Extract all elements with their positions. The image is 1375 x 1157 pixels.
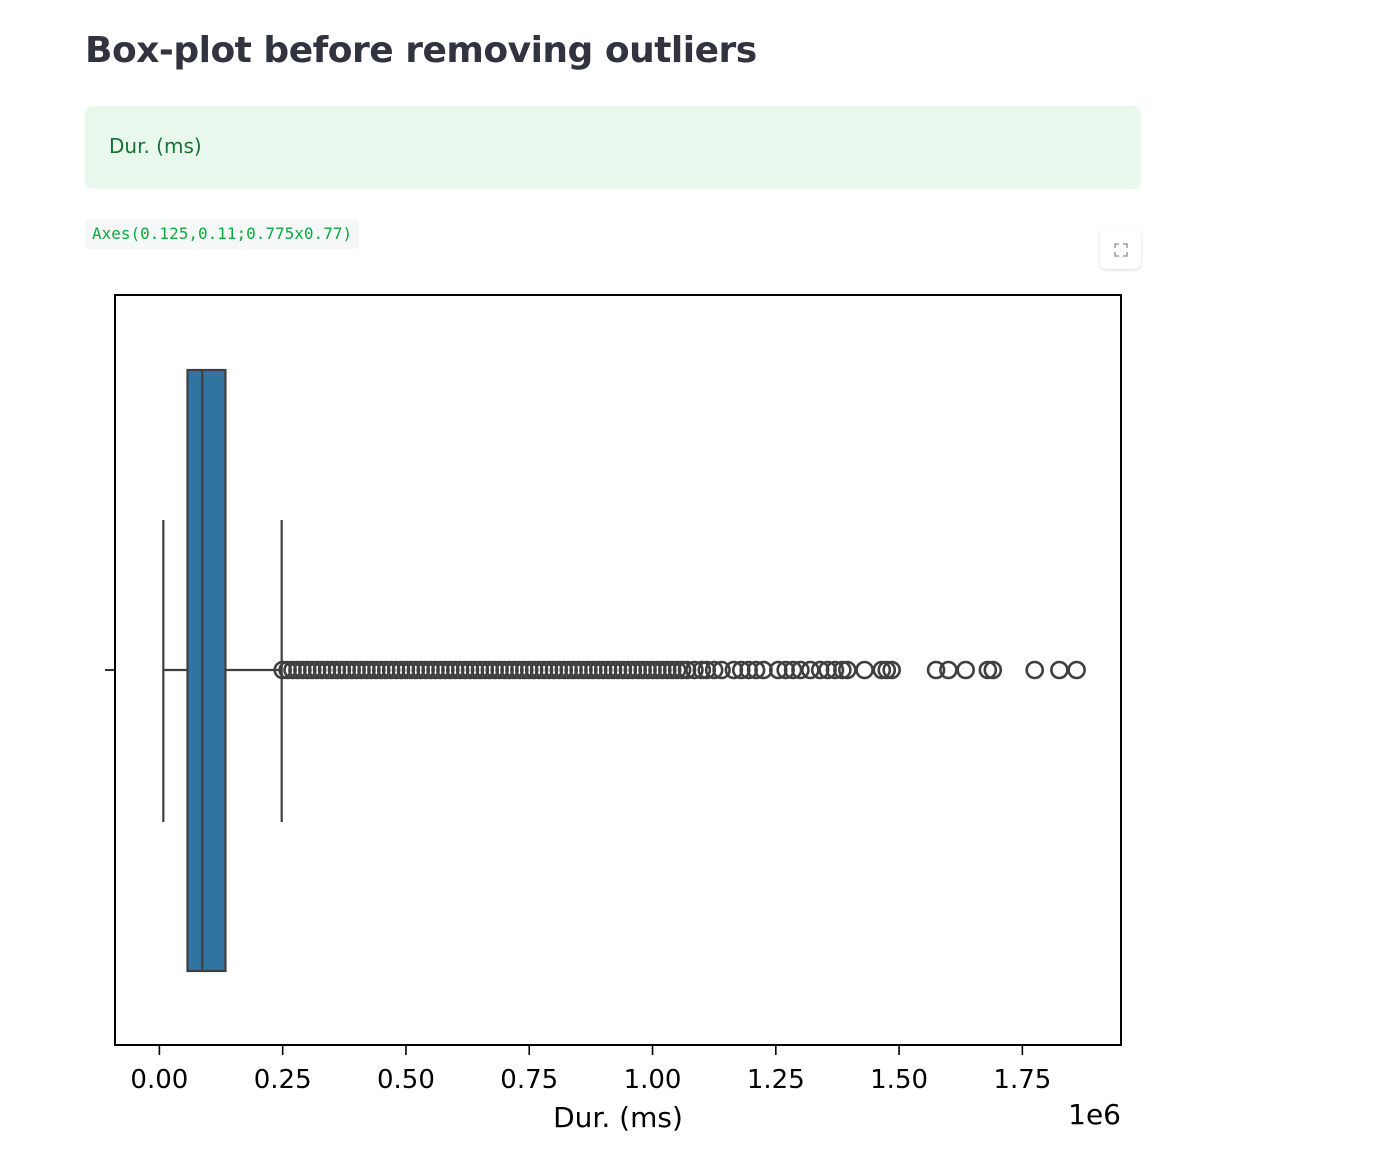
success-alert: Dur. (ms) (85, 106, 1141, 189)
outlier-point (746, 660, 766, 680)
x-tick-label: 1.00 (624, 1065, 682, 1095)
box-group (186, 368, 227, 973)
whiskers (162, 520, 283, 822)
outlier-point (882, 660, 901, 680)
outlier-point (825, 660, 845, 680)
outlier-point (877, 660, 897, 680)
x-tick-label: 0.25 (254, 1065, 312, 1095)
x-axis-offset-label: 1e6 (1068, 1098, 1121, 1131)
outlier-point (712, 660, 731, 680)
x-tick-label: 1.50 (870, 1065, 928, 1095)
success-alert-text: Dur. (ms) (109, 134, 202, 158)
outlier-point (983, 660, 1003, 680)
x-tick-label: 1.75 (993, 1065, 1051, 1095)
outlier-point (855, 660, 874, 680)
outlier-point (672, 660, 692, 680)
x-tick-label: 0.00 (130, 1065, 188, 1095)
outlier-point (926, 660, 946, 680)
outlier-points (273, 660, 1086, 680)
outlier-point (956, 660, 975, 680)
outlier-point (1025, 660, 1045, 680)
x-axis-label: Dur. (ms) (553, 1101, 683, 1134)
outlier-point (1050, 660, 1069, 680)
outlier-point (692, 660, 712, 680)
outlier-point (833, 660, 852, 680)
x-tick-label: 1.25 (747, 1065, 805, 1095)
outlier-point (978, 660, 998, 680)
outlier-point (791, 660, 810, 680)
x-tick-label: 0.50 (377, 1065, 435, 1095)
outlier-point (872, 660, 892, 680)
x-axis-ticks: 0.00 0.25 0.50 0.75 1.00 1.25 1.50 1.75 (130, 1045, 1051, 1095)
outlier-point (1067, 660, 1086, 680)
outlier-point (685, 660, 704, 680)
fullscreen-button[interactable] (1100, 230, 1141, 269)
box-iqr (186, 368, 227, 973)
fullscreen-icon (1113, 242, 1128, 257)
code-output: Axes(0.125,0.11;0.775x0.77) (85, 219, 360, 249)
page-title: Box-plot before removing outliers (85, 30, 757, 71)
outlier-point (704, 660, 724, 680)
x-tick-label: 0.75 (500, 1065, 558, 1095)
